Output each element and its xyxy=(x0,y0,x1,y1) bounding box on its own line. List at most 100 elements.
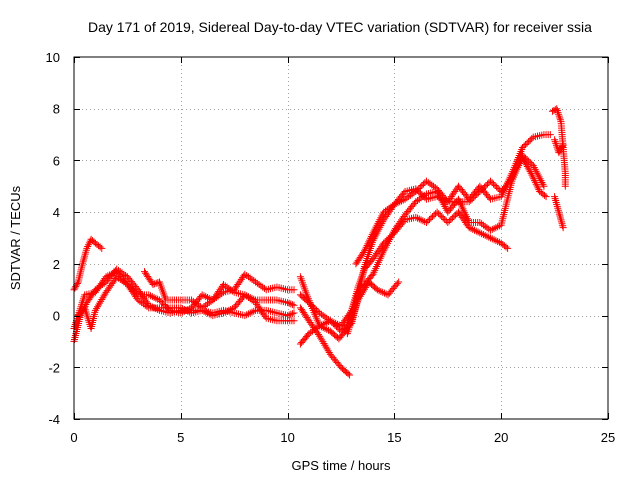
data-point xyxy=(306,300,314,308)
data-point xyxy=(138,299,146,307)
data-point xyxy=(491,182,499,190)
data-point xyxy=(424,217,432,225)
data-point xyxy=(317,310,325,318)
data-point xyxy=(83,244,91,252)
data-point xyxy=(328,318,336,326)
data-point xyxy=(80,254,88,262)
data-point xyxy=(412,213,420,221)
data-point xyxy=(551,136,559,144)
data-point xyxy=(290,317,298,325)
data-point xyxy=(250,307,258,315)
data-series xyxy=(74,273,298,332)
data-point xyxy=(554,204,562,212)
data-series xyxy=(296,304,354,379)
data-point xyxy=(316,332,324,340)
data-series xyxy=(343,278,403,338)
data-point xyxy=(319,312,327,320)
data-point xyxy=(531,178,539,186)
data-point xyxy=(526,136,534,144)
data-point xyxy=(534,184,542,192)
y-tick-label: 10 xyxy=(46,50,60,65)
data-point xyxy=(81,252,89,260)
data-point xyxy=(320,339,328,347)
data-point xyxy=(157,298,165,306)
data-point xyxy=(551,195,559,203)
data-point xyxy=(471,226,478,234)
data-point xyxy=(248,294,256,302)
data-point xyxy=(431,184,439,192)
data-point xyxy=(414,197,422,205)
data-point xyxy=(319,338,327,346)
data-point xyxy=(81,250,89,258)
data-point xyxy=(305,330,313,338)
data-point xyxy=(202,308,210,316)
data-point xyxy=(290,286,298,294)
data-point xyxy=(244,273,252,281)
data-point xyxy=(150,293,158,301)
data-point xyxy=(187,296,195,304)
data-point xyxy=(288,310,296,318)
data-point xyxy=(359,287,367,295)
data-point xyxy=(415,195,423,203)
data-point xyxy=(556,114,564,122)
data-point xyxy=(488,235,496,243)
data-point xyxy=(490,236,498,244)
data-point xyxy=(260,284,268,292)
data-point xyxy=(368,231,376,239)
y-tick-label: -4 xyxy=(48,412,60,427)
data-point xyxy=(377,287,385,295)
data-point xyxy=(557,144,565,152)
data-point xyxy=(358,289,366,297)
data-point xyxy=(354,296,362,304)
data-point xyxy=(147,292,155,300)
data-point xyxy=(401,195,409,203)
data-point xyxy=(334,324,342,332)
data-point xyxy=(552,139,560,147)
data-point xyxy=(241,270,249,278)
data-point xyxy=(246,274,254,282)
data-point xyxy=(430,182,438,190)
data-point xyxy=(244,293,252,301)
data-point xyxy=(228,287,236,295)
data-point xyxy=(487,226,495,234)
data-point xyxy=(244,310,252,318)
data-point xyxy=(118,277,126,285)
data-point xyxy=(243,311,251,319)
data-point xyxy=(141,301,149,309)
data-point xyxy=(321,319,329,327)
data-point xyxy=(227,306,235,314)
data-point xyxy=(307,328,315,336)
data-series xyxy=(551,136,567,157)
data-point xyxy=(382,290,390,298)
data-point xyxy=(530,175,538,183)
y-tick-label: 2 xyxy=(53,257,60,272)
x-axis-label: GPS time / hours xyxy=(292,458,391,473)
data-point xyxy=(474,228,482,236)
data-point xyxy=(72,283,80,291)
x-tick-label: 25 xyxy=(601,430,615,445)
data-point xyxy=(450,213,458,221)
data-point xyxy=(225,306,233,314)
data-point xyxy=(180,306,188,314)
data-point xyxy=(248,275,256,283)
data-point xyxy=(476,218,484,226)
data-point xyxy=(99,294,107,302)
data-point xyxy=(552,197,560,205)
data-point xyxy=(439,214,447,222)
data-point xyxy=(555,110,563,118)
data-point xyxy=(241,312,249,320)
data-point xyxy=(198,291,206,299)
data-point xyxy=(416,183,424,191)
data-point xyxy=(323,325,331,333)
data-point xyxy=(415,188,423,196)
data-point xyxy=(207,297,215,305)
data-point xyxy=(317,334,325,342)
data-point xyxy=(189,297,197,305)
data-point xyxy=(414,214,422,222)
data-point xyxy=(528,171,536,179)
data-point xyxy=(467,225,475,233)
data-point xyxy=(205,310,213,318)
data-point xyxy=(331,321,339,329)
data-point xyxy=(558,142,566,150)
data-point xyxy=(204,309,211,317)
